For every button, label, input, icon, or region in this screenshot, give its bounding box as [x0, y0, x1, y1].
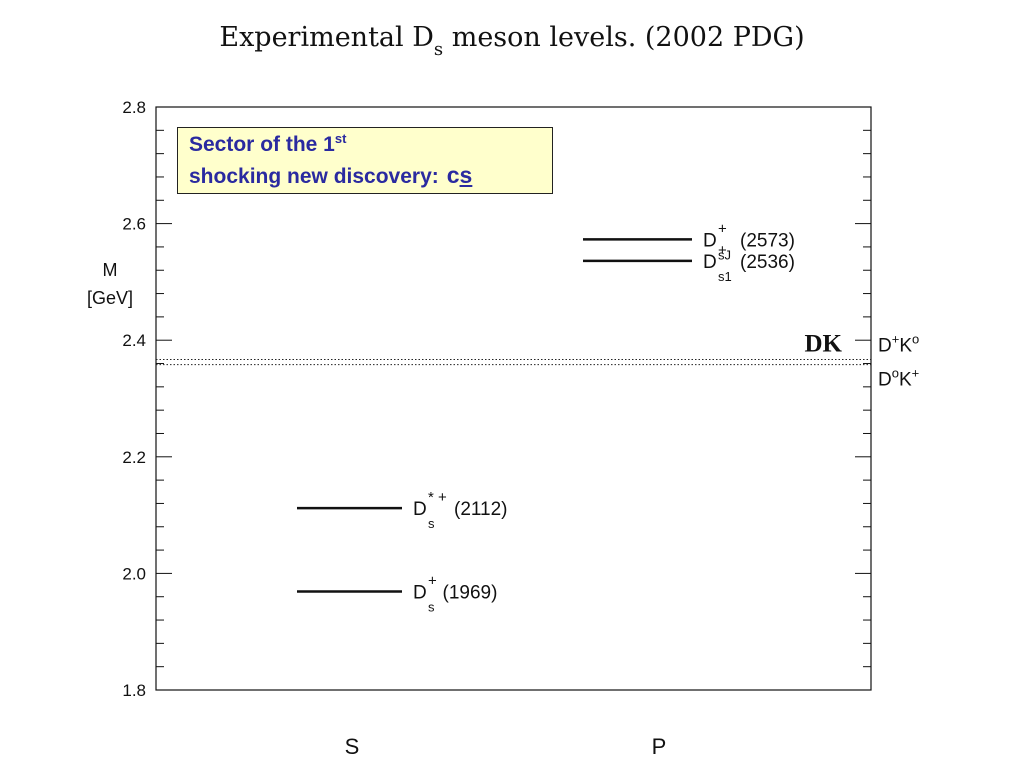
level-label-sup: + [718, 220, 727, 237]
dk-threshold: DK D+Ko DoK+ [156, 330, 919, 390]
category-label-s: S [345, 734, 360, 759]
y-tick-label: 2.6 [122, 215, 146, 234]
meson-levels: Ds+(1969)Ds* +(2112)Ds1+(2536)DsJ+(2573) [297, 220, 795, 614]
discovery-note-box: Sector of the 1st shocking new discovery… [177, 127, 553, 194]
level-mass-label: (1969) [443, 582, 498, 603]
threshold-channel: DoK+ [878, 365, 919, 390]
note-line-1-text: Sector of the 1 [189, 133, 335, 156]
chart-title: Experimental Ds meson levels. (2002 PDG) [219, 22, 804, 60]
note-line-2: shocking new discovery: cs [189, 160, 552, 192]
level-mass-label: (2112) [454, 499, 508, 520]
level-label-sup: + [428, 572, 437, 589]
threshold-channel: D+Ko [878, 331, 919, 356]
y-axis-ticks: 1.8 2.0 2.2 2.4 2.6 2.8 [122, 98, 871, 700]
threshold-label: DK [805, 330, 843, 357]
level-label-sup: + [718, 242, 727, 259]
category-label-p: P [652, 734, 667, 759]
chart-title-subscript: s [434, 39, 443, 60]
level-label-base: D [703, 252, 717, 273]
level-label-sub: sJ [718, 247, 731, 262]
level-label-base: D [413, 582, 427, 603]
level-label-sub: s [428, 516, 435, 531]
y-axis-label-line2: [GeV] [87, 288, 133, 308]
level-label-sub: s [428, 599, 435, 614]
quark-c: c [446, 162, 460, 188]
level-label-base: D [703, 230, 717, 251]
y-tick-label: 2.2 [122, 448, 146, 467]
antiquark-s: s [459, 162, 473, 188]
note-line-2-text: shocking new discovery: [189, 165, 439, 188]
level-label-sup: * + [428, 489, 447, 506]
y-tick-label: 2.0 [122, 564, 146, 583]
y-tick-label: 2.8 [122, 98, 146, 117]
note-line-1: Sector of the 1st [189, 130, 552, 160]
y-tick-label: 1.8 [122, 681, 146, 700]
chart-title-prefix: Experimental D [219, 22, 434, 53]
y-tick-label: 2.4 [122, 331, 146, 350]
quark-content: cs [447, 162, 473, 188]
y-axis-label-line1: M [103, 260, 118, 280]
chart-title-suffix: meson levels. (2002 PDG) [443, 22, 805, 53]
plot-frame [155, 106, 872, 691]
level-label-sub: s1 [718, 269, 732, 284]
level-mass-label: (2536) [740, 252, 795, 273]
level-mass-label: (2573) [740, 230, 795, 251]
note-line-1-sup: st [334, 131, 347, 146]
level-label-base: D [413, 499, 427, 520]
